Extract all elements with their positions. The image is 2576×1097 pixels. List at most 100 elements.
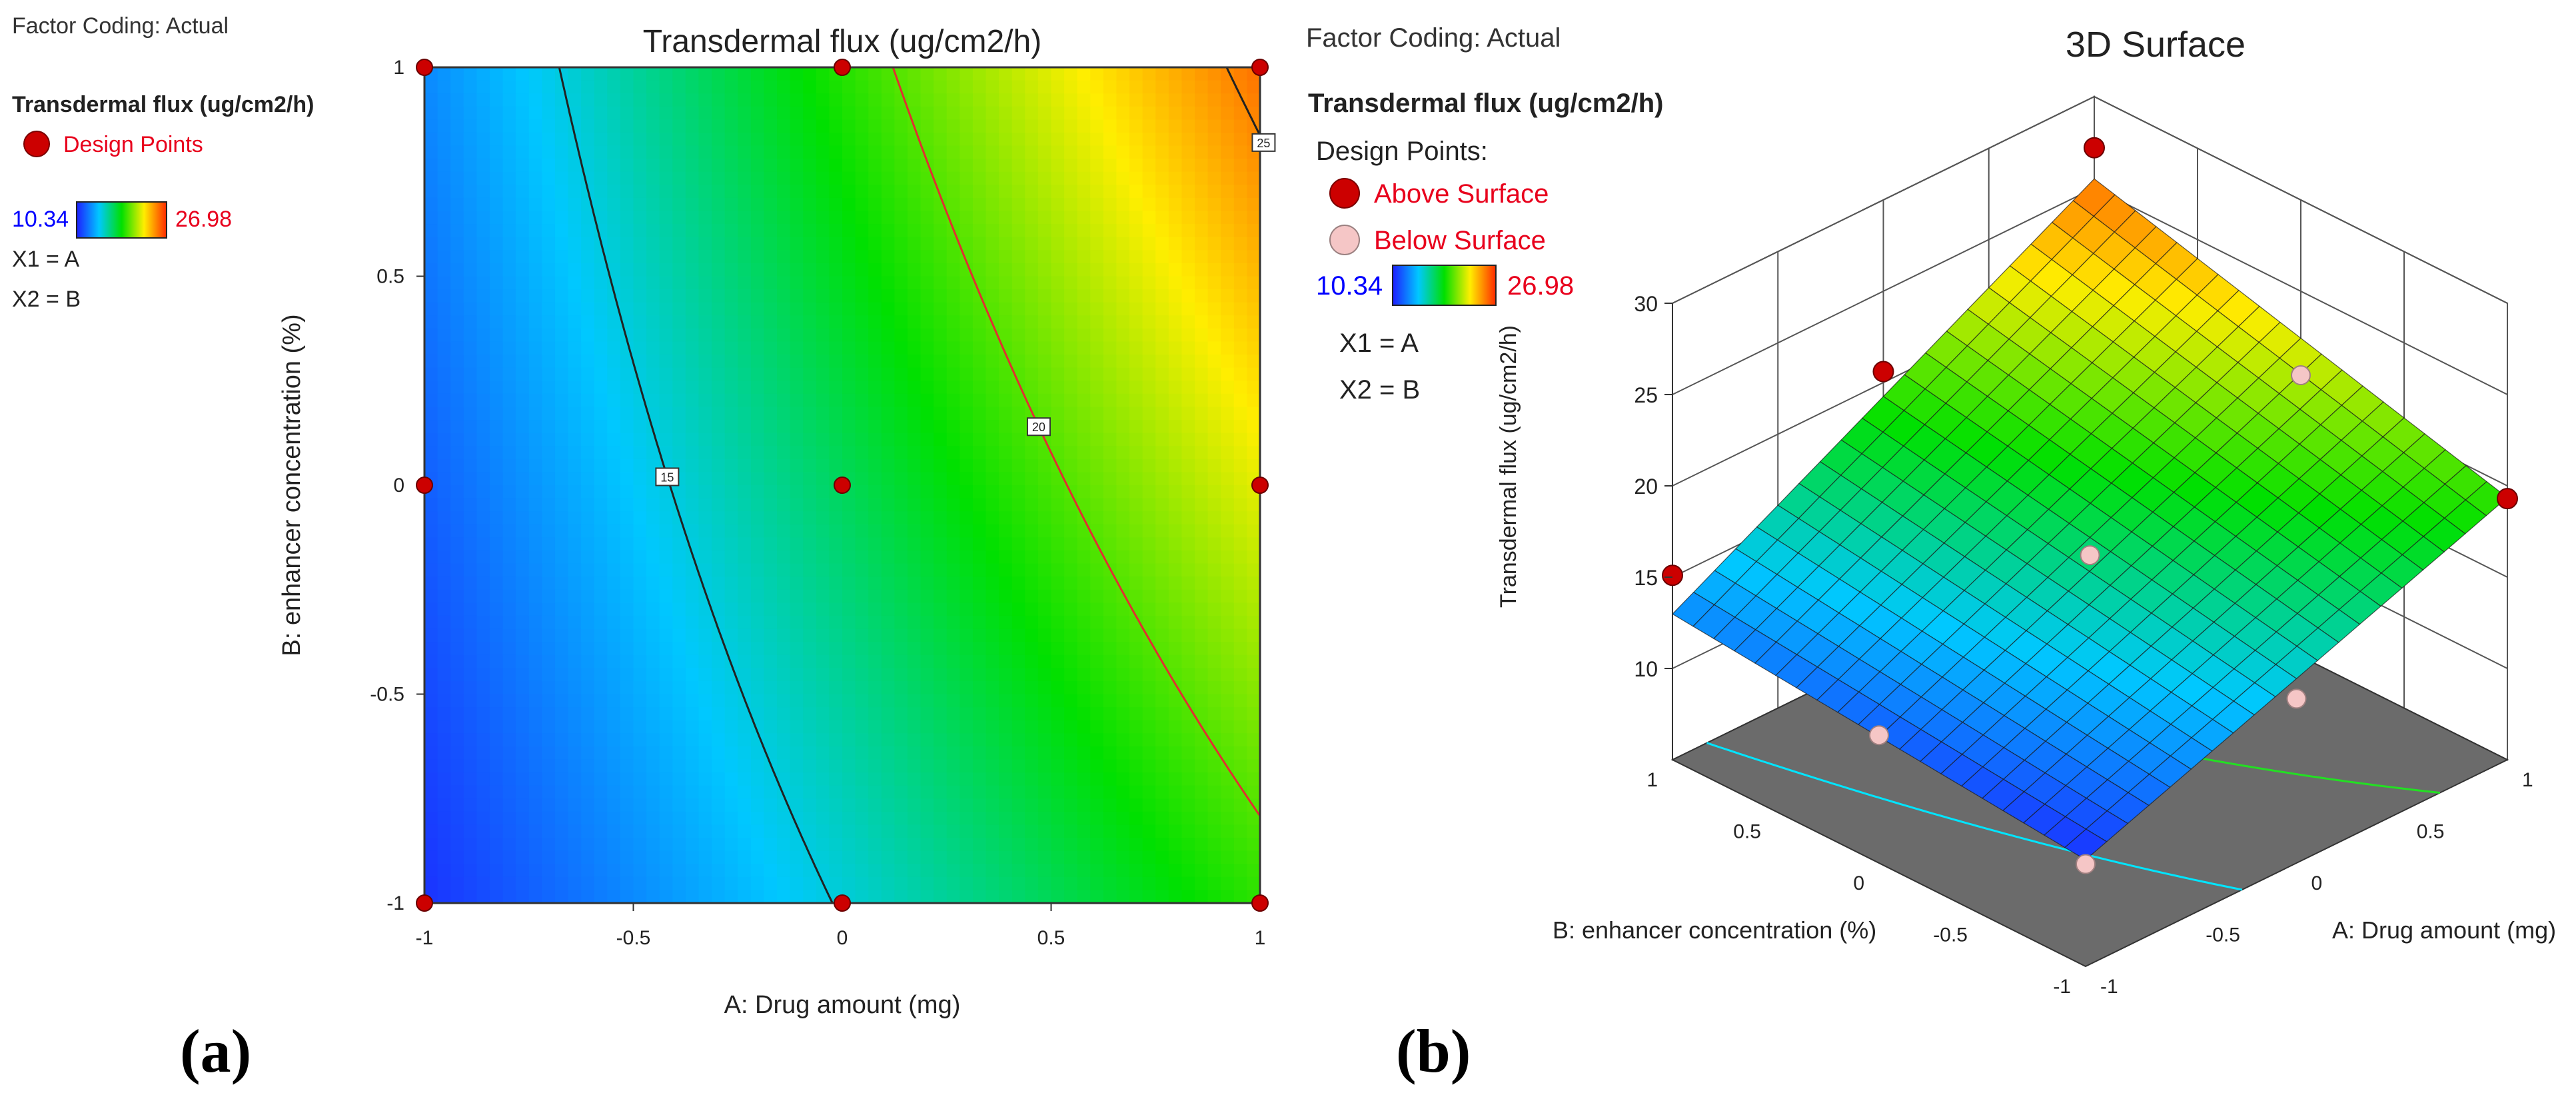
heatmap-cell — [450, 145, 464, 159]
a-tick-label: 1 — [2522, 769, 2533, 791]
heatmap-cell — [659, 746, 674, 760]
heatmap-cell — [698, 289, 712, 303]
heatmap-cell — [816, 524, 830, 539]
heatmap-cell — [1025, 341, 1039, 355]
heatmap-cell — [934, 67, 948, 81]
heatmap-cell — [1233, 328, 1248, 343]
heatmap-cell — [1051, 772, 1065, 786]
heatmap-cell — [528, 615, 543, 630]
heatmap-cell — [985, 132, 999, 147]
heatmap-cell — [698, 537, 712, 551]
heatmap-cell — [581, 850, 595, 865]
heatmap-cell — [424, 772, 438, 786]
heatmap-cell — [581, 759, 595, 773]
heatmap-cell — [907, 759, 922, 773]
heatmap-cell — [437, 785, 451, 800]
heatmap-cell — [633, 171, 647, 186]
heatmap-cell — [424, 433, 438, 447]
heatmap-cell — [489, 890, 504, 903]
heatmap-cell — [1168, 746, 1183, 760]
heatmap-cell — [1129, 289, 1143, 303]
heatmap-cell — [868, 132, 882, 147]
panel-a-color-max: 26.98 — [175, 207, 232, 232]
heatmap-cell — [750, 824, 765, 838]
heatmap-cell — [1051, 720, 1065, 734]
heatmap-cell — [712, 367, 726, 382]
heatmap-cell — [1233, 576, 1248, 590]
heatmap-cell — [764, 524, 778, 539]
design-point — [416, 477, 433, 494]
heatmap-cell — [712, 694, 726, 708]
heatmap-cell — [1129, 407, 1143, 421]
heatmap-cell — [803, 524, 817, 539]
heatmap-cell — [1195, 511, 1209, 525]
heatmap-cell — [1168, 237, 1183, 251]
heatmap-cell — [581, 733, 595, 747]
heatmap-cell — [542, 472, 556, 486]
heatmap-cell — [424, 367, 438, 382]
heatmap-cell — [1247, 720, 1260, 734]
heatmap-cell — [946, 67, 961, 81]
heatmap-cell — [999, 67, 1013, 81]
heatmap-cell — [1025, 772, 1039, 786]
heatmap-cell — [1025, 746, 1039, 760]
heatmap-cell — [934, 589, 948, 604]
heatmap-cell — [868, 850, 882, 865]
heatmap-cell — [437, 250, 451, 264]
heatmap-cell — [881, 759, 896, 773]
heatmap-cell — [450, 524, 464, 539]
heatmap-cell — [894, 733, 908, 747]
heatmap-cell — [881, 211, 896, 225]
heatmap-cell — [1011, 341, 1026, 355]
heatmap-cell — [554, 211, 569, 225]
heatmap-cell — [777, 446, 791, 460]
heatmap-cell — [489, 276, 504, 290]
heatmap-cell — [620, 811, 634, 826]
heatmap-cell — [1221, 420, 1235, 434]
heatmap-cell — [554, 106, 569, 121]
heatmap-cell — [489, 171, 504, 186]
heatmap-cell — [894, 759, 908, 773]
heatmap-cell — [1142, 785, 1157, 800]
heatmap-cell — [1129, 381, 1143, 395]
heatmap-cell — [1129, 615, 1143, 630]
heatmap-cell — [685, 420, 700, 434]
heatmap-cell — [907, 537, 922, 551]
heatmap-cell — [1116, 485, 1130, 499]
heatmap-cell — [1103, 759, 1117, 773]
heatmap-cell — [659, 197, 674, 212]
heatmap-cell — [972, 576, 987, 590]
heatmap-cell — [607, 772, 621, 786]
heatmap-cell — [554, 119, 569, 133]
heatmap-cell — [646, 224, 660, 238]
heatmap-cell — [842, 420, 856, 434]
heatmap-cell — [1195, 654, 1209, 669]
heatmap-cell — [502, 615, 516, 630]
heatmap-cell — [685, 407, 700, 421]
heatmap-cell — [1011, 315, 1026, 329]
heatmap-cell — [1116, 628, 1130, 642]
heatmap-cell — [1142, 798, 1157, 812]
heatmap-cell — [1037, 850, 1052, 865]
heatmap-cell — [463, 864, 478, 878]
heatmap-cell — [972, 759, 987, 773]
heatmap-cell — [972, 472, 987, 486]
heatmap-cell — [620, 680, 634, 695]
heatmap-cell — [724, 237, 739, 251]
heatmap-cell — [934, 680, 948, 695]
heatmap-cell — [646, 67, 660, 81]
heatmap-cell — [1011, 838, 1026, 852]
heatmap-cell — [1168, 772, 1183, 786]
heatmap-cell — [554, 838, 569, 852]
heatmap-cell — [724, 289, 739, 303]
heatmap-cell — [1011, 850, 1026, 865]
heatmap-cell — [502, 328, 516, 343]
heatmap-cell — [1221, 367, 1235, 382]
heatmap-cell — [855, 576, 869, 590]
heatmap-cell — [750, 185, 765, 199]
heatmap-cell — [489, 864, 504, 878]
heatmap-cell — [1025, 707, 1039, 721]
heatmap-cell — [946, 393, 961, 408]
heatmap-cell — [724, 67, 739, 81]
heatmap-cell — [620, 642, 634, 656]
